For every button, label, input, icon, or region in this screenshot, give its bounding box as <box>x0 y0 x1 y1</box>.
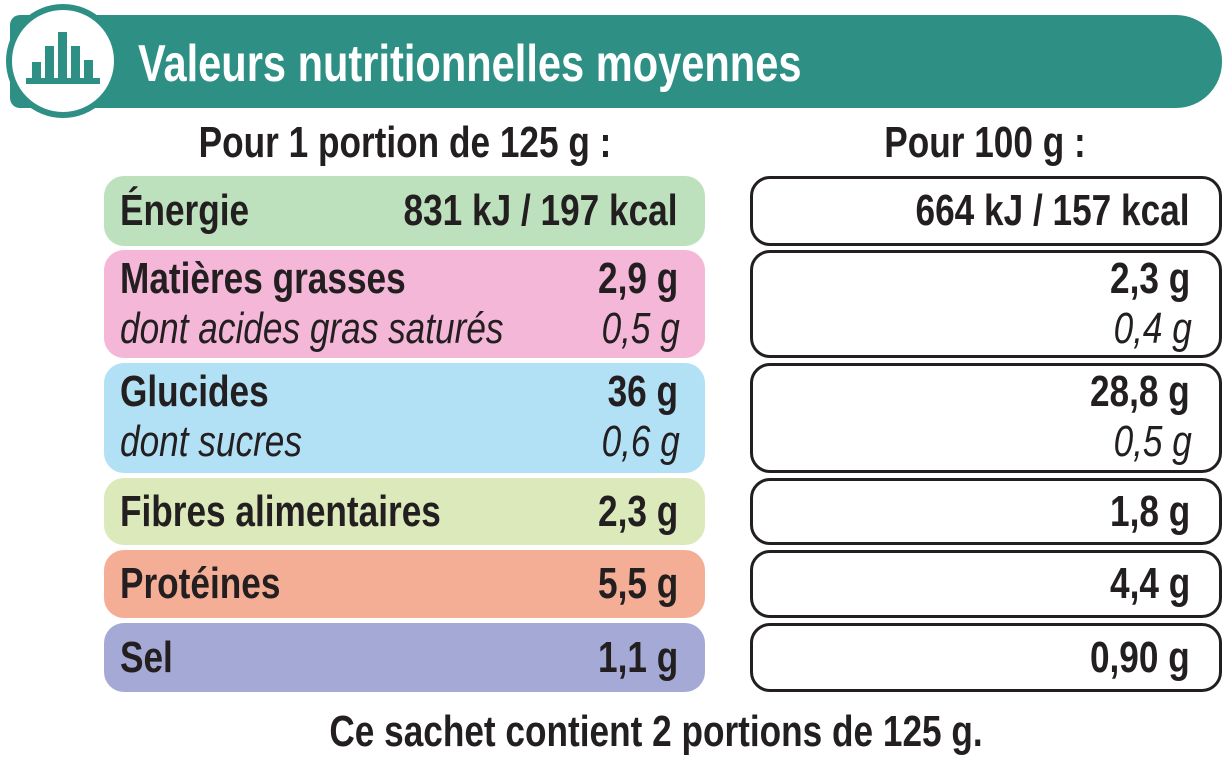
portion-value: 5,5 g <box>597 559 678 608</box>
portion-value: 2,3 g <box>597 486 678 536</box>
footer-note: Ce sachet contient 2 portions de 125 g. <box>329 707 983 756</box>
header-title: Valeurs nutritionnelles moyennes <box>138 35 802 93</box>
header-bar <box>10 15 1222 108</box>
per-100g-value: 28,8 g <box>1090 367 1190 416</box>
value-box <box>750 176 1222 246</box>
value-box <box>750 363 1222 473</box>
sub-nutrient-label: dont sucres <box>120 417 302 466</box>
row-background <box>104 623 705 692</box>
portion-value: 831 kJ / 197 kcal <box>403 186 678 235</box>
row-background <box>104 550 705 618</box>
portion-value: 0,6 g <box>601 417 680 466</box>
sub-nutrient-label: dont acides gras saturés <box>120 304 504 353</box>
value-box <box>750 623 1222 692</box>
row-background <box>104 478 705 545</box>
portion-value: 0,5 g <box>601 304 680 353</box>
per-100g-value: 0,5 g <box>1113 417 1192 466</box>
row-background <box>104 176 705 246</box>
value-box <box>750 550 1222 618</box>
header-icon <box>6 4 120 118</box>
nutrient-label: Énergie <box>120 186 250 235</box>
per-100g-value: 0,4 g <box>1113 304 1192 353</box>
nutrient-label: Matières grasses <box>120 254 406 303</box>
per-100g-value: 1,8 g <box>1109 486 1190 536</box>
value-box <box>750 478 1222 545</box>
portion-value: 1,1 g <box>597 632 678 682</box>
per-100g-value: 0,90 g <box>1090 632 1190 682</box>
nutrient-label: Glucides <box>120 367 269 416</box>
nutrient-label: Fibres alimentaires <box>120 486 441 536</box>
per-100g-value: 2,3 g <box>1109 254 1190 303</box>
row-background <box>104 363 705 473</box>
nutrient-label: Sel <box>120 632 173 682</box>
column-header: Pour 1 portion de 125 g : <box>198 118 612 167</box>
row-background <box>104 250 705 358</box>
portion-value: 2,9 g <box>597 254 678 303</box>
per-100g-value: 664 kJ / 157 kcal <box>915 186 1190 235</box>
nutrient-label: Protéines <box>120 559 281 608</box>
per-100g-value: 4,4 g <box>1109 559 1190 608</box>
portion-value: 36 g <box>607 367 678 416</box>
value-box <box>750 250 1222 358</box>
column-header: Pour 100 g : <box>884 118 1086 167</box>
